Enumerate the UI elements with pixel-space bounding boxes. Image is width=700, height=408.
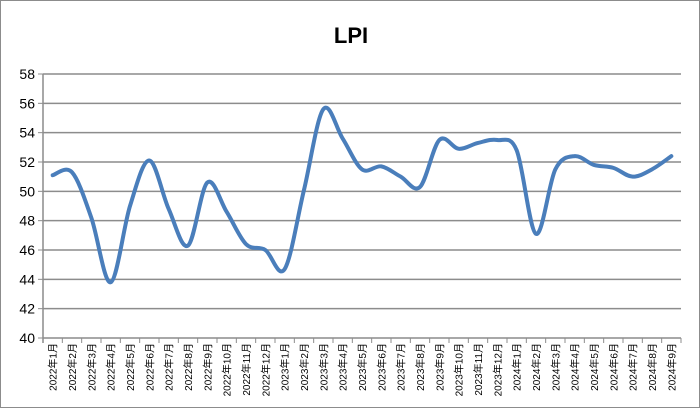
x-tick-label: 2024年6月 (607, 343, 620, 391)
x-tick-label: 2023年3月 (317, 343, 330, 391)
data-point (611, 166, 615, 170)
data-point (650, 167, 654, 171)
data-point (476, 141, 480, 145)
x-tick-label: 2023年7月 (395, 343, 408, 391)
data-point (263, 248, 267, 252)
data-point (128, 204, 132, 208)
x-tick-label: 2022年4月 (105, 343, 118, 391)
x-tick-label: 2022年6月 (143, 343, 156, 391)
data-point (302, 188, 306, 192)
x-tick-label: 2023年4月 (337, 343, 350, 391)
x-tick-label: 2023年9月 (433, 343, 446, 391)
y-tick-label: 40 (19, 330, 35, 346)
data-point (573, 154, 577, 158)
x-tick-label: 2023年2月 (298, 343, 311, 391)
data-point (225, 210, 229, 214)
data-point (592, 163, 596, 167)
x-tick-label: 2024年4月 (569, 343, 582, 391)
data-point (631, 175, 635, 179)
x-tick-label: 2023年12月 (491, 343, 504, 396)
x-tick-label: 2024年9月 (665, 343, 678, 391)
data-point (70, 170, 74, 174)
x-tick-label: 2022年1月 (47, 343, 60, 391)
data-point (321, 107, 325, 111)
data-point (360, 167, 364, 171)
data-point (515, 148, 519, 152)
y-tick-label: 46 (19, 242, 35, 258)
y-tick-label: 54 (19, 125, 35, 141)
data-point (553, 167, 557, 171)
data-point (437, 138, 441, 142)
series-line (50, 105, 674, 285)
x-tick-label: 2024年8月 (646, 343, 659, 391)
x-tick-label: 2022年10月 (221, 343, 234, 396)
data-point (51, 173, 55, 177)
data-point (109, 280, 113, 284)
data-point (399, 175, 403, 179)
data-point (379, 164, 383, 168)
x-tick-label: 2022年11月 (240, 343, 253, 396)
data-point (283, 267, 287, 271)
x-tick-label: 2024年1月 (511, 343, 524, 391)
data-point (89, 216, 93, 220)
y-tick-label: 44 (19, 271, 35, 287)
data-point (244, 242, 248, 246)
data-point (147, 159, 151, 163)
y-tick-label: 48 (19, 213, 35, 229)
x-tick-label: 2024年7月 (627, 343, 640, 391)
x-tick-label: 2023年5月 (356, 343, 369, 391)
x-tick-label: 2023年1月 (279, 343, 292, 391)
x-tick-label: 2022年2月 (66, 343, 79, 391)
x-tick-label: 2022年5月 (124, 343, 137, 391)
y-tick-label: 56 (19, 95, 35, 111)
x-tick-label: 2022年8月 (182, 343, 195, 391)
y-tick-label: 52 (19, 154, 35, 170)
y-tick-label: 50 (19, 183, 35, 199)
y-tick-label: 58 (19, 66, 35, 82)
x-tick-label: 2024年5月 (588, 343, 601, 391)
x-tick-label: 2023年11月 (472, 343, 485, 396)
x-tick-label: 2024年3月 (549, 343, 562, 391)
data-point (457, 147, 461, 151)
x-tick-label: 2022年7月 (163, 343, 176, 391)
data-point (495, 138, 499, 142)
data-point (534, 232, 538, 236)
data-point (186, 244, 190, 248)
chart-title: LPI (334, 23, 368, 48)
x-tick-label: 2024年2月 (530, 343, 543, 391)
data-point (341, 137, 345, 141)
x-tick-label: 2022年9月 (201, 343, 214, 391)
x-tick-label: 2023年6月 (375, 343, 388, 391)
x-tick-label: 2022年12月 (259, 343, 272, 396)
x-tick-label: 2022年3月 (85, 343, 98, 391)
x-tick-label: 2023年8月 (414, 343, 427, 391)
y-tick-label: 42 (19, 301, 35, 317)
x-tick-label: 2023年10月 (453, 343, 466, 396)
data-point (205, 181, 209, 185)
data-point (418, 185, 422, 189)
data-point (167, 207, 171, 211)
data-point (669, 154, 673, 158)
